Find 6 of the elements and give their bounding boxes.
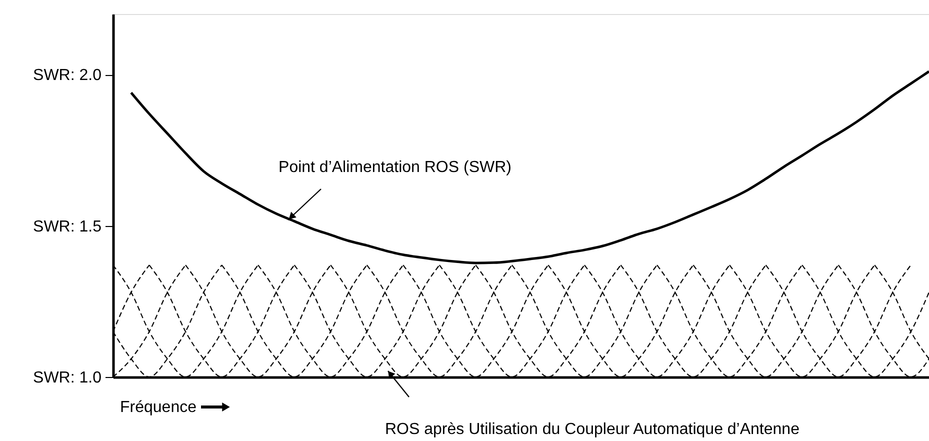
- y-tick-label: SWR: 1.0: [33, 370, 102, 386]
- annotation: Point d’Alimentation ROS (SWR): [278, 159, 512, 176]
- y-tick-label: SWR: 2.0: [33, 67, 102, 84]
- y-tick-label: SWR: 1.5: [33, 218, 102, 236]
- x-axis-title: Fréquence: [120, 399, 197, 416]
- text: ROS après Utilisation du Coupleur Automatique d’Antenne: [385, 421, 800, 438]
